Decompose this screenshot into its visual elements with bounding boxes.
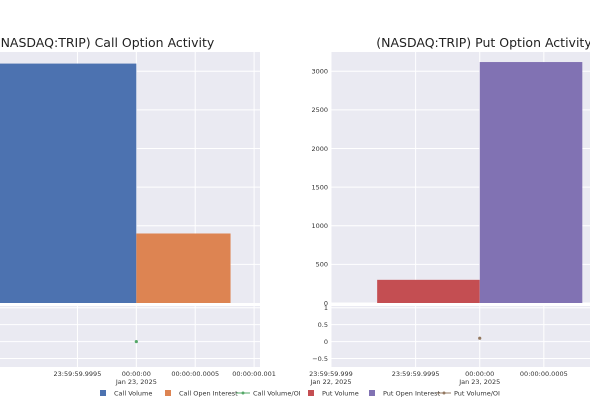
call-x-tick-date-label: Jan 23, 2025 xyxy=(115,378,157,386)
put-panel: 0 500 1000 1500 2000 2500 3000 −0.5 0 0.5 1 23:59:5… xyxy=(309,52,590,386)
legend-item: Call Volume xyxy=(100,389,152,397)
put-y-tick-label: 2500 xyxy=(311,106,328,114)
legend-label: Put Volume xyxy=(322,389,359,397)
put-x-tick-label: 23:59:59.9995 xyxy=(392,370,440,378)
legend-label: Call Volume/OI xyxy=(253,389,301,397)
put-y-tick-label: 2000 xyxy=(311,145,328,153)
call-x-tick-label: 00:00:00.0005 xyxy=(171,370,219,378)
put-y-tick-label: 1000 xyxy=(311,222,328,230)
legend-marker xyxy=(442,391,446,395)
legend-item: Call Open Interest xyxy=(165,389,238,397)
legend-swatch xyxy=(308,390,314,396)
put-x-tick-label: 23:59:59.999 xyxy=(309,370,353,378)
call-ratio-plot-area xyxy=(0,306,260,367)
put-ratio-y-tick-label: 0 xyxy=(324,338,328,346)
put-volume-bar xyxy=(377,279,480,303)
put-y-tick-label: 3000 xyxy=(311,68,328,76)
legend-label: Put Volume/OI xyxy=(454,389,500,397)
call-x-tick-label: 23:59:59.9995 xyxy=(54,370,102,378)
put-x-tick-label: 00:00:00 xyxy=(465,370,494,378)
put-y-tick-label: 0 xyxy=(324,299,328,307)
legend-swatch xyxy=(165,390,171,396)
legend-item: Put Open Interest xyxy=(369,389,440,397)
put-open-interest-bar xyxy=(479,62,583,303)
legend-label: Put Open Interest xyxy=(383,389,440,397)
put-y-tick-label: 500 xyxy=(316,261,328,269)
put-x-tick-date-label: Jan 22, 2025 xyxy=(309,378,351,386)
put-x-tick-label: 00:00:00.0005 xyxy=(520,370,568,378)
call-volume-bar xyxy=(0,63,137,304)
put-chart-title: (NASDAQ:TRIP) Put Option Activity xyxy=(376,35,590,50)
call-x-tick-label: 00:00:00 xyxy=(122,370,151,378)
legend-marker xyxy=(241,391,245,395)
call-x-tick-label: 00:00:00.001 xyxy=(232,370,276,378)
legend-swatch xyxy=(100,390,106,396)
legend-swatch xyxy=(369,390,375,396)
legend-item: Call Volume/OI xyxy=(236,389,301,397)
call-open-interest-bar xyxy=(136,233,231,303)
legend-item: Put Volume/OI xyxy=(437,389,500,397)
call-volume-oi-point xyxy=(134,339,138,344)
call-chart-title: (NASDAQ:TRIP) Call Option Activity xyxy=(0,35,215,50)
legend-label: Call Volume xyxy=(114,389,152,397)
put-volume-oi-point xyxy=(478,336,482,340)
legend: Call Volume Call Open Interest Call Volume… xyxy=(100,389,500,397)
put-ratio-y-tick-label: 0.5 xyxy=(318,321,328,329)
legend-item: Put Volume xyxy=(308,389,359,397)
put-x-tick-date-label: Jan 23, 2025 xyxy=(458,378,500,386)
legend-label: Call Open Interest xyxy=(179,389,238,397)
put-ratio-plot-area xyxy=(331,306,590,367)
put-y-tick-label: 1500 xyxy=(311,183,328,191)
put-ratio-y-tick-label: 1 xyxy=(324,304,328,312)
put-ratio-y-tick-label: −0.5 xyxy=(312,355,328,363)
